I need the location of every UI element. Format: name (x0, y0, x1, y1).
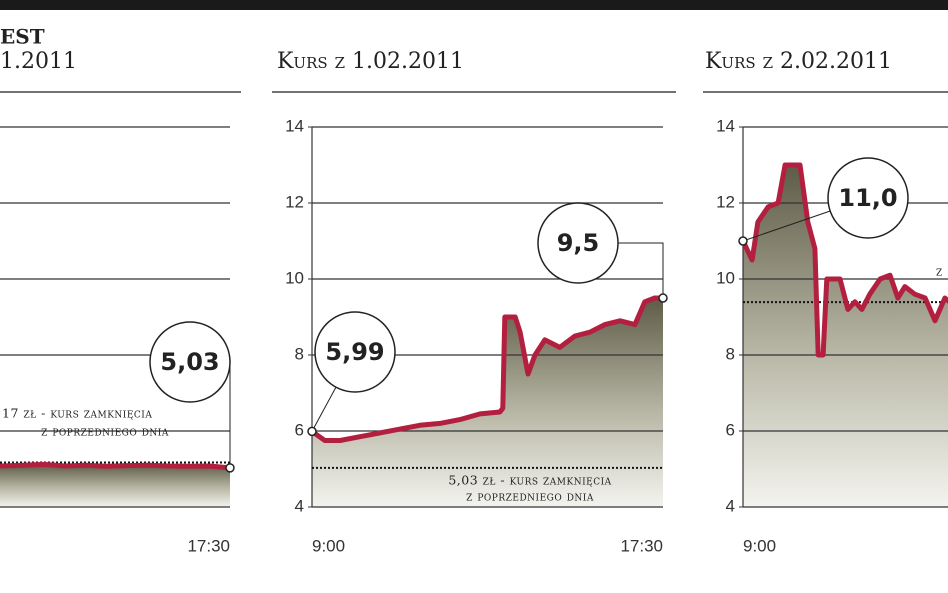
chart-title: 1.2011 (0, 49, 77, 74)
reference-label: z poprzedniego dnia (466, 489, 594, 504)
callout-bubble (314, 311, 396, 393)
callout-bubble (537, 202, 619, 284)
y-tick-label: 10 (285, 268, 304, 287)
reference-label: 5,03 zł - kurs zamknięcia (448, 473, 611, 488)
panel: Kurs z 1.02.2011 4 6 8 10 12 14 9:00 17:30 5,03 z… (272, 49, 676, 555)
y-tick-label: 14 (716, 116, 735, 135)
x-tick-label: 9:00 (743, 536, 776, 555)
callout-label: 11,0 (838, 184, 897, 212)
line (740, 162, 948, 358)
callout-point (738, 236, 748, 246)
callout-point (225, 463, 235, 473)
x-tick-label: 17:30 (187, 536, 230, 555)
callout-label: 9,5 (557, 229, 600, 257)
reference-label: z poprzedniego dnia (41, 424, 169, 439)
callout-point (307, 426, 317, 437)
y-tick-label: 10 (716, 268, 735, 287)
y-tick-label: 6 (726, 420, 735, 439)
x-tick-label: 17:30 (620, 536, 663, 555)
area (312, 298, 663, 507)
area (0, 464, 230, 507)
reference-label: 17 zł - kurs zamknięcia (2, 406, 152, 421)
callout-bubble (149, 321, 231, 403)
y-tick-label: 12 (716, 192, 735, 211)
panel: Kurs z 2.02.2011 4 6 8 10 12 14 9:00 z 11,0 (703, 49, 948, 555)
y-tick-label: 8 (295, 344, 304, 363)
y-tick-label: 6 (295, 420, 304, 439)
chart-title: Kurs z 1.02.2011 (277, 49, 464, 74)
chart-title: Kurs z 2.02.2011 (705, 49, 892, 74)
callout-label: 5,99 (325, 338, 384, 366)
y-tick-label: 4 (726, 496, 735, 515)
callout-point (658, 293, 668, 303)
area (743, 165, 948, 507)
x-tick-label: 9:00 (312, 536, 345, 555)
top-bar (0, 0, 948, 10)
chart-supertitle: EST (0, 25, 45, 49)
y-tick-label: 4 (295, 496, 304, 515)
callout-bubble (827, 157, 909, 239)
line (0, 461, 231, 471)
reference-label: z (936, 264, 943, 279)
y-tick-label: 8 (726, 344, 735, 363)
line (310, 295, 663, 443)
y-tick-label: 14 (285, 116, 304, 135)
y-tick-label: 12 (285, 192, 304, 211)
callout-label: 5,03 (160, 348, 219, 376)
